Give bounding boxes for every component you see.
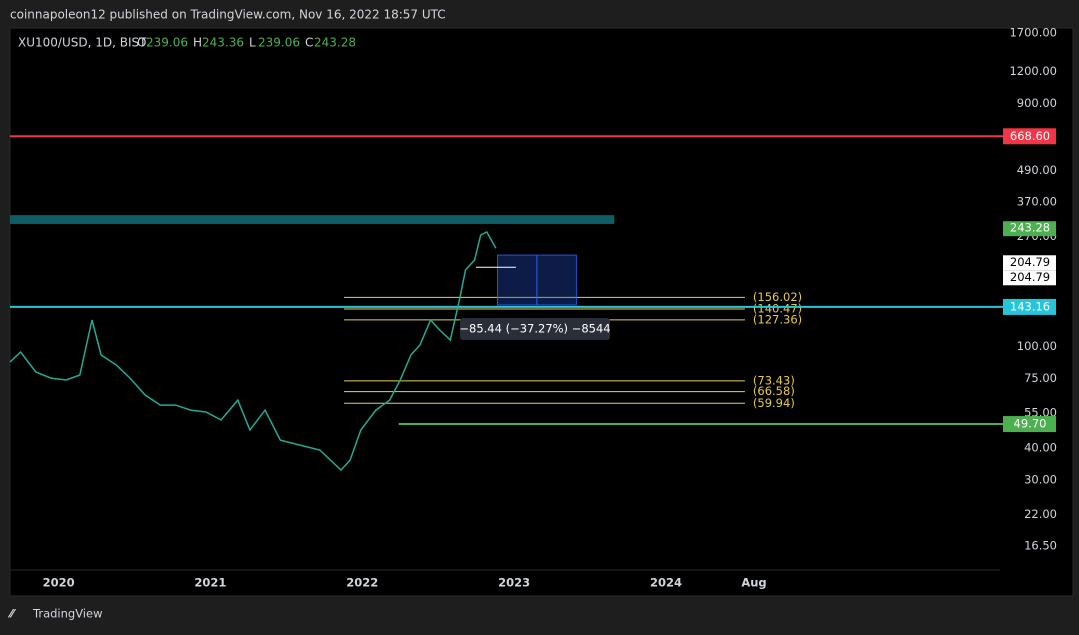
footer-brand: TradingView	[32, 607, 102, 621]
level-label: 143.16	[1010, 299, 1050, 313]
plot-area	[9, 27, 1074, 597]
x-tick-label: 2023	[498, 576, 530, 590]
measure-tag	[460, 317, 610, 340]
price-tag	[1003, 255, 1056, 271]
fib-label: (59.94)	[753, 396, 795, 410]
ohlc-key: O	[137, 36, 146, 50]
y-tick-label: 40.00	[1024, 441, 1057, 455]
level-tag	[1003, 298, 1056, 315]
x-tick-label: 2024	[650, 576, 682, 590]
y-tick-label: 30.00	[1024, 472, 1057, 486]
ohlc-value: 239.06	[258, 36, 300, 50]
price-label: 243.28	[1010, 221, 1050, 235]
y-tick-label: 75.00	[1024, 371, 1057, 385]
price-label: 204.79	[1010, 270, 1050, 284]
x-tick-label: 2021	[194, 576, 226, 590]
fib-label: (73.43)	[753, 373, 795, 387]
price-label: 204.79	[1010, 255, 1050, 269]
price-line	[9, 231, 497, 472]
y-tick-label: 1200.00	[1009, 64, 1057, 78]
ohlc-value: 243.36	[202, 36, 244, 50]
x-tick-label: 2020	[43, 576, 75, 590]
logo: ⁄⁄	[7, 607, 17, 621]
y-tick-label: 370.00	[1017, 194, 1057, 208]
fib-label: (127.36)	[753, 312, 802, 326]
ohlc-value: 243.28	[314, 36, 356, 50]
ohlc-value: 239.06	[146, 36, 188, 50]
publisher: coinnapoleon12 published on TradingView.…	[10, 8, 446, 22]
ohlc-key: L	[249, 36, 256, 50]
ohlc-key: H	[193, 36, 202, 50]
price-tag	[1003, 270, 1056, 286]
y-tick-label: 900.00	[1017, 96, 1057, 110]
x-tick-label: Aug	[741, 576, 766, 590]
level-tag	[1003, 128, 1056, 145]
y-tick-label: 1700.00	[1009, 25, 1057, 39]
ohlc-key: C	[305, 36, 313, 50]
resistance-zone	[10, 215, 615, 224]
level-tag	[1003, 416, 1056, 433]
y-tick-label: 22.00	[1024, 507, 1057, 521]
measure-label: −85.44 (−37.27%) −8544	[459, 321, 610, 335]
y-tick-label: 16.50	[1024, 539, 1057, 553]
y-tick-label: 490.00	[1017, 163, 1057, 177]
x-tick-label: 2022	[346, 576, 378, 590]
y-tick-label: 55.00	[1024, 405, 1057, 419]
level-label: 668.60	[1010, 129, 1050, 143]
fib-label: (156.02)	[753, 290, 802, 304]
y-tick-label: 100.00	[1017, 339, 1057, 353]
fib-label: (66.58)	[753, 384, 795, 398]
fib-label: (140.47)	[753, 302, 802, 316]
level-label: 49.70	[1014, 417, 1047, 431]
price-tag	[1003, 221, 1056, 237]
symbol: XU100/USD, 1D, BIST	[18, 36, 147, 50]
